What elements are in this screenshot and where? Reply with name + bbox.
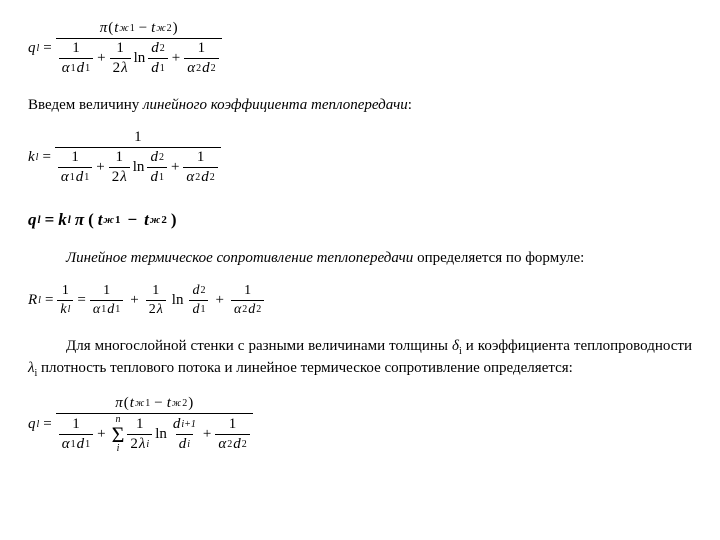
sym-eq: = [43,40,51,57]
para-intro-rl: Линейное термическое сопротивление тепло… [28,248,692,268]
sym-q: q [28,40,36,57]
sym-k: k [28,149,35,166]
equation-kl: kl = 1 1 α1 d1 + 1 2λ ln d2 d1 [28,129,221,186]
equation-ql-sum: ql = π ( tж1 − tж2 ) 1 α1 d1 + n Σ i [28,395,253,455]
equation-ql: ql = π ( tж1 − tж2 ) 1 α1 d1 + 1 2λ [28,20,222,77]
para-multilayer: Для многослойной стенки с разными величи… [28,336,692,381]
sum-icon: n Σ i [112,415,125,455]
para-intro-kl: Введем величину линейного коэффициента т… [28,95,692,115]
sym-pi: π [100,20,108,37]
sym-R: R [28,292,37,309]
sub-l: l [37,43,40,54]
equation-rl: Rl = 1 kl = 1 α1 d1 + 1 2λ ln d2 d1 + 1 … [28,283,264,318]
equation-ql-kl: ql = kl π ( tж1 − tж2 ) [28,210,177,230]
